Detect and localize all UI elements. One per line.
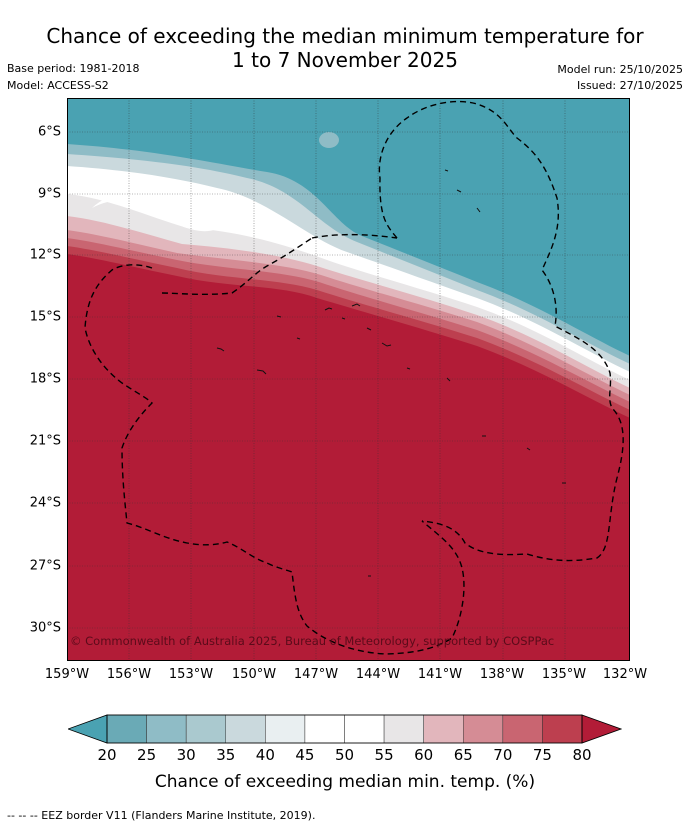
colorbar-tick-label: 30 xyxy=(176,746,196,764)
colorbar-title: Chance of exceeding median min. temp. (%… xyxy=(154,772,536,792)
lat-label-9s: 9°S xyxy=(37,186,61,202)
lon-label-150w: 150°W xyxy=(231,667,277,682)
colorbar xyxy=(68,714,622,744)
lon-label-141w: 141°W xyxy=(417,667,463,682)
colorbar-tick-label: 60 xyxy=(414,746,434,764)
cool-patch xyxy=(319,132,339,148)
colorbar-tick-label: 20 xyxy=(97,746,117,764)
map-title-line1: Chance of exceeding the median minimum t… xyxy=(46,24,644,48)
colorbar-tick-label: 80 xyxy=(572,746,592,764)
colorbar-tick-label: 35 xyxy=(216,746,236,764)
colorbar-tick-label: 75 xyxy=(532,746,552,764)
lat-label-27s: 27°S xyxy=(29,558,61,574)
lon-label-156w: 156°W xyxy=(106,667,152,682)
lon-label-147w: 147°W xyxy=(293,667,339,682)
lon-label-159w: 159°W xyxy=(44,667,90,682)
colorbar-under-arrow xyxy=(68,714,108,744)
lat-label-24s: 24°S xyxy=(29,495,61,511)
colorbar-segment xyxy=(304,714,345,744)
map-title-line2: 1 to 7 November 2025 xyxy=(232,48,458,72)
issued-date: Issued: 27/10/2025 xyxy=(576,79,683,92)
cool-anomaly-area xyxy=(67,98,630,356)
colorbar-tick-label: 45 xyxy=(295,746,315,764)
colorbar-segment xyxy=(185,714,226,744)
colorbar-segment xyxy=(502,714,543,744)
copyright-text: © Commonwealth of Australia 2025, Bureau… xyxy=(70,634,554,648)
lat-label-15s: 15°S xyxy=(29,309,61,325)
lat-label-6s: 6°S xyxy=(37,124,61,140)
lon-label-138w: 138°W xyxy=(479,667,525,682)
lon-label-144w: 144°W xyxy=(355,667,401,682)
colorbar-segment xyxy=(344,714,385,744)
colorbar-segment xyxy=(106,714,147,744)
base-period: Base period: 1981-2018 xyxy=(7,62,140,75)
colorbar-segment xyxy=(146,714,187,744)
lon-label-135w: 135°W xyxy=(541,667,587,682)
lon-label-153w: 153°W xyxy=(168,667,214,682)
colorbar-tick-label: 55 xyxy=(374,746,394,764)
eez-borders xyxy=(84,100,624,655)
colorbar-tick-label: 25 xyxy=(137,746,157,764)
colorbar-tick-label: 50 xyxy=(334,746,355,764)
colorbar-segment xyxy=(225,714,266,744)
islands xyxy=(216,169,566,577)
colorbar-tick-label: 70 xyxy=(493,746,513,764)
eez-legend-footer: -- -- -- EEZ border V11 (Flanders Marine… xyxy=(7,809,316,822)
colorbar-segment xyxy=(423,714,464,744)
colorbar-over-arrow xyxy=(581,714,622,744)
colorbar-segment xyxy=(463,714,504,744)
colorbar-segment xyxy=(265,714,306,744)
lon-label-132w: 132°W xyxy=(602,667,648,682)
map-panel: © Commonwealth of Australia 2025, Bureau… xyxy=(67,98,630,661)
lat-label-12s: 12°S xyxy=(29,247,61,263)
model-name: Model: ACCESS-S2 xyxy=(7,79,109,92)
colorbar-tick-label: 40 xyxy=(255,746,275,764)
lat-label-21s: 21°S xyxy=(29,433,61,449)
white-patch-left xyxy=(92,188,217,232)
lat-label-18s: 18°S xyxy=(29,371,61,387)
colorbar-tick-label: 65 xyxy=(453,746,473,764)
lat-label-30s: 30°S xyxy=(29,620,61,636)
model-run: Model run: 25/10/2025 xyxy=(557,63,683,76)
colorbar-segment xyxy=(542,714,583,744)
colorbar-segment xyxy=(383,714,424,744)
